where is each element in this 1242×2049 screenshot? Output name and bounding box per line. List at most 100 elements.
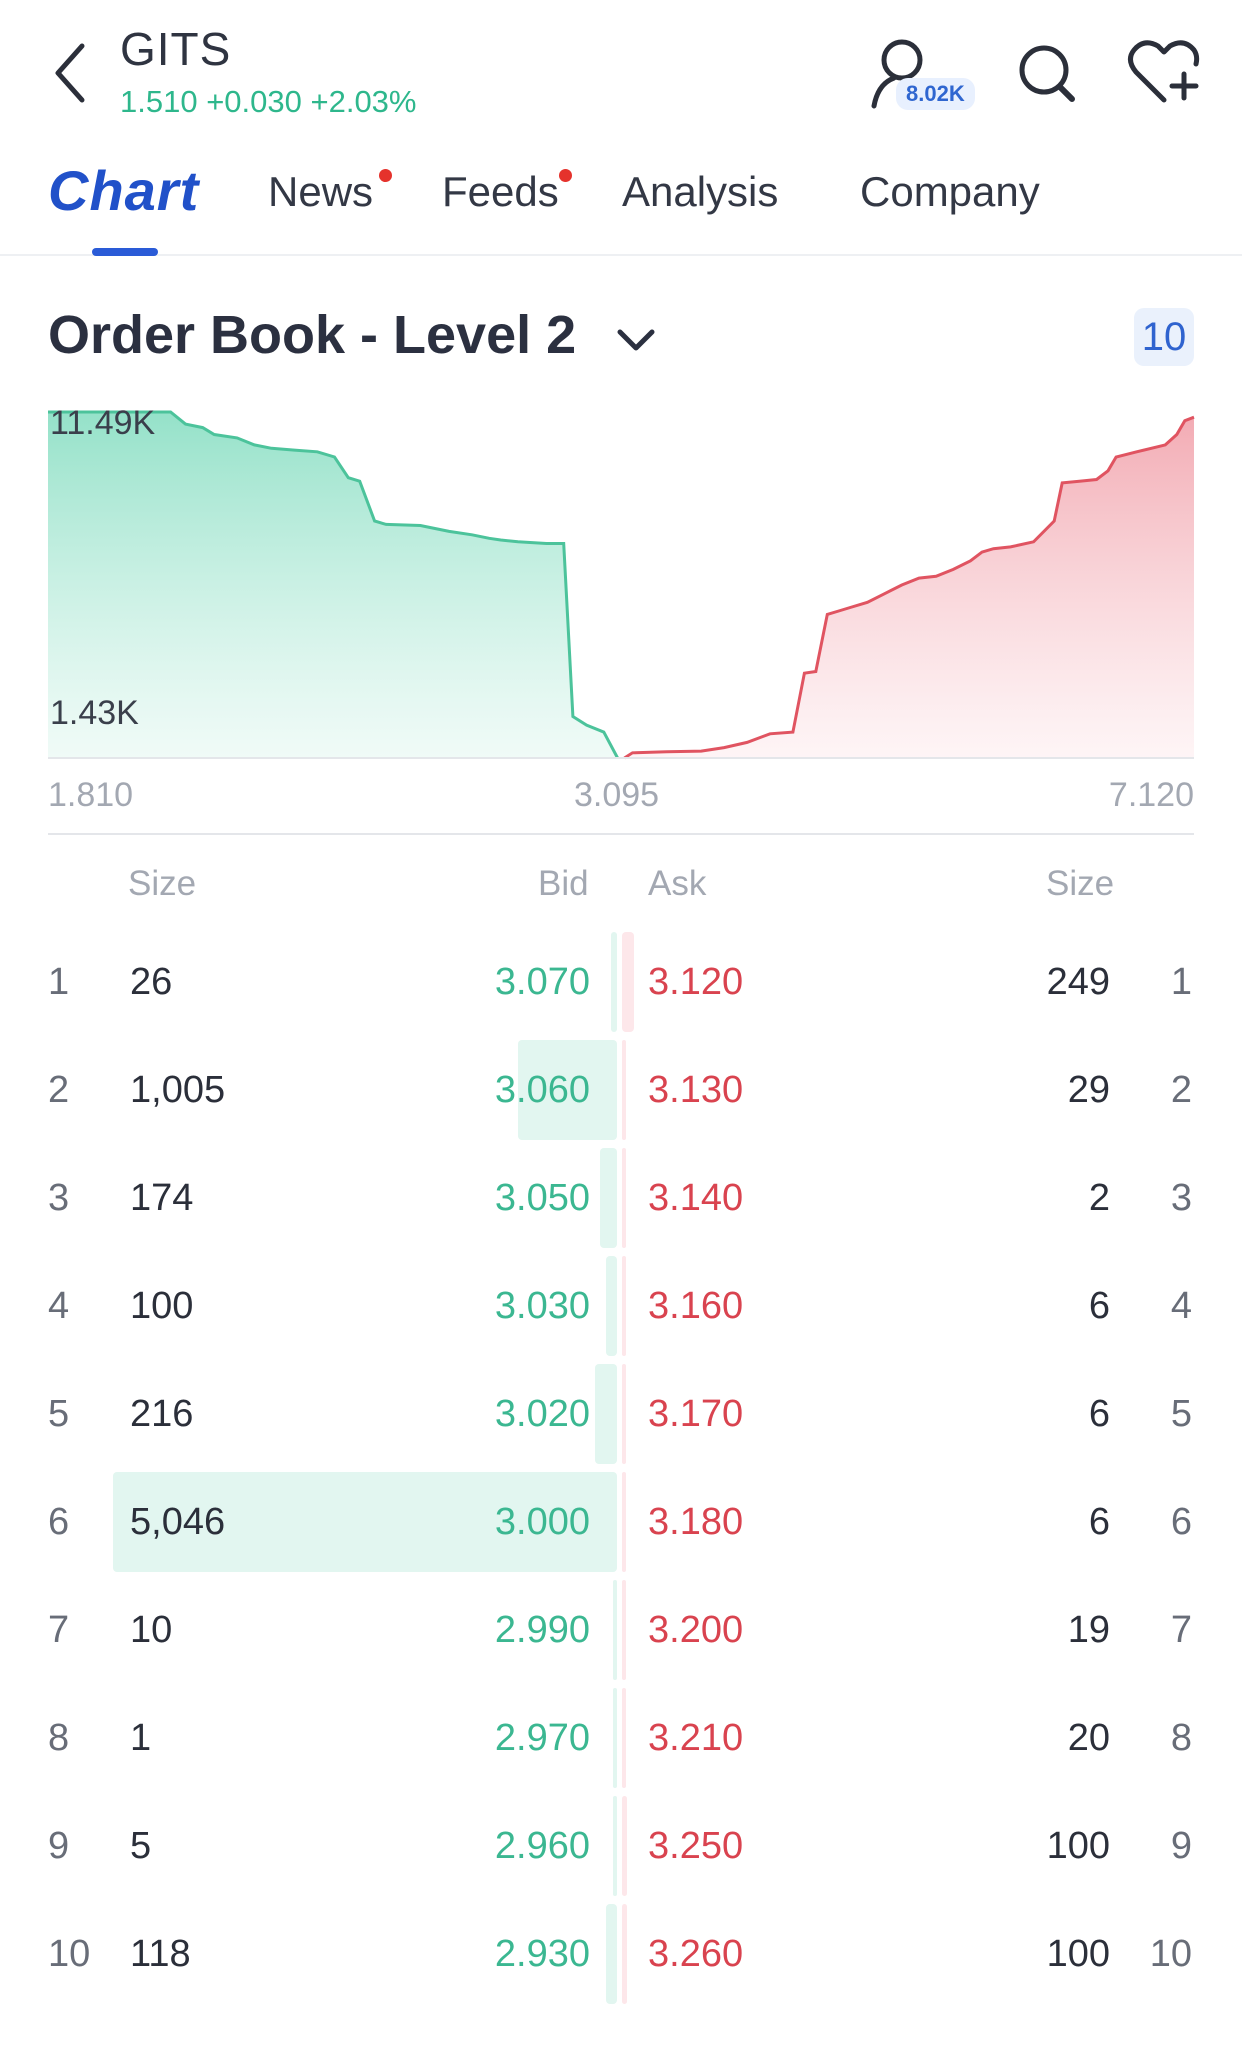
tab-analysis[interactable]: Analysis <box>622 168 779 215</box>
ask-price: 3.200 <box>648 1609 744 1651</box>
bid-volume-bar <box>613 1580 617 1680</box>
ask-size: 29 <box>1067 1069 1110 1111</box>
ask-size: 100 <box>1046 1825 1110 1867</box>
bid-volume-bar <box>605 1256 617 1356</box>
search-button[interactable] <box>1006 34 1086 114</box>
bid-level-number: 4 <box>48 1285 70 1327</box>
bid-level-number: 6 <box>48 1501 70 1543</box>
followers-count-badge: 8.02K <box>896 78 975 110</box>
ask-volume-bar <box>622 1580 626 1680</box>
heart-plus-icon <box>1128 40 1200 103</box>
bid-volume-bar <box>613 1796 617 1896</box>
ask-size: 100 <box>1046 1933 1110 1975</box>
ask-price: 3.130 <box>648 1069 744 1111</box>
ask-volume-bar <box>622 1364 626 1464</box>
order-row[interactable]: 8 1 2.970 3.210 20 8 <box>0 1684 1242 1792</box>
order-row[interactable]: 9 5 2.960 3.250 100 9 <box>0 1792 1242 1900</box>
ask-level-number: 10 <box>1149 1933 1192 1975</box>
bid-price: 3.070 <box>494 961 590 1003</box>
ask-level-number: 6 <box>1170 1501 1192 1543</box>
ask-depth-area <box>624 417 1194 758</box>
levels-count-button[interactable]: 10 <box>1134 308 1194 366</box>
bid-price: 3.050 <box>494 1177 590 1219</box>
ask-volume-bar <box>622 1796 628 1896</box>
bid-size: 1,005 <box>130 1069 226 1111</box>
bid-level-number: 3 <box>48 1177 70 1219</box>
followers-button[interactable] <box>864 34 944 114</box>
bid-level-number: 10 <box>48 1933 91 1975</box>
ask-size: 19 <box>1067 1609 1110 1651</box>
ask-size: 6 <box>1088 1501 1110 1543</box>
order-row[interactable]: 10 118 2.930 3.260 100 10 <box>0 1900 1242 2008</box>
back-button[interactable] <box>48 38 98 108</box>
bid-level-number: 2 <box>48 1069 70 1111</box>
order-row[interactable]: 6 5,046 3.000 3.180 6 6 <box>0 1468 1242 1576</box>
ask-volume-bar <box>622 1148 626 1248</box>
ask-price: 3.180 <box>648 1501 744 1543</box>
bid-level-number: 1 <box>48 961 70 1003</box>
news-notification-dot <box>379 169 392 182</box>
bid-volume-bar <box>518 1040 617 1140</box>
ask-size: 249 <box>1046 961 1110 1003</box>
bid-volume-bar <box>113 1472 617 1572</box>
ask-header: Ask <box>648 864 707 903</box>
ask-volume-bar <box>622 1040 626 1140</box>
order-row[interactable]: 1 26 3.070 3.120 249 1 <box>0 928 1242 1036</box>
depth-chart: 11.49K 1.43K 1.810 3.095 7.120 <box>0 400 1242 840</box>
ask-price: 3.250 <box>648 1825 744 1867</box>
ask-size: 20 <box>1067 1717 1110 1759</box>
order-row[interactable]: 3 174 3.050 3.140 2 3 <box>0 1144 1242 1252</box>
order-row[interactable]: 4 100 3.030 3.160 6 4 <box>0 1252 1242 1360</box>
ask-depth-line <box>623 415 1195 760</box>
ask-size: 2 <box>1088 1177 1110 1219</box>
bid-size: 5,046 <box>130 1501 226 1543</box>
bid-size: 26 <box>130 961 173 1003</box>
ask-price: 3.260 <box>648 1933 744 1975</box>
bid-price: 3.020 <box>494 1393 590 1435</box>
bid-volume-bar <box>611 932 617 1032</box>
depth-max-label: 11.49K <box>50 404 156 442</box>
bid-volume-bar <box>600 1148 617 1248</box>
ask-price: 3.160 <box>648 1285 744 1327</box>
bid-size: 174 <box>130 1177 194 1219</box>
chevron-down-icon <box>617 329 655 351</box>
order-book-dropdown[interactable] <box>614 320 658 360</box>
ask-size: 6 <box>1088 1393 1110 1435</box>
search-icon <box>1019 45 1075 102</box>
ticker-symbol: GITS <box>120 23 232 75</box>
tab-feeds[interactable]: Feeds <box>442 168 559 215</box>
bid-level-number: 7 <box>48 1609 70 1651</box>
bid-size-header: Size <box>128 864 197 903</box>
order-book-title[interactable]: Order Book - Level 2 <box>48 305 577 365</box>
bid-level-number: 8 <box>48 1717 70 1759</box>
ask-level-number: 7 <box>1170 1609 1192 1651</box>
ask-size: 6 <box>1088 1285 1110 1327</box>
add-to-watchlist-button[interactable] <box>1124 34 1204 114</box>
depth-chart-svg <box>48 410 1195 835</box>
bid-size: 5 <box>130 1825 152 1867</box>
bid-volume-bar <box>605 1904 617 2004</box>
ask-level-number: 3 <box>1170 1177 1192 1219</box>
ask-price: 3.170 <box>648 1393 744 1435</box>
active-tab-indicator <box>92 248 158 256</box>
tab-company[interactable]: Company <box>860 168 1040 215</box>
bid-header: Bid <box>538 864 589 903</box>
tab-chart[interactable]: Chart <box>48 159 200 222</box>
tab-bar: Chart News Feeds Analysis Company <box>0 159 1242 256</box>
ask-level-number: 5 <box>1170 1393 1192 1435</box>
ask-volume-bar <box>622 1472 626 1572</box>
bid-volume-bar <box>613 1688 617 1788</box>
bid-price: 2.990 <box>494 1609 590 1651</box>
bid-depth-area <box>48 412 618 758</box>
order-row[interactable]: 5 216 3.020 3.170 6 5 <box>0 1360 1242 1468</box>
depth-x-right-label: 7.120 <box>1108 776 1194 814</box>
depth-x-mid-label: 3.095 <box>574 776 660 814</box>
order-row[interactable]: 7 10 2.990 3.200 19 7 <box>0 1576 1242 1684</box>
depth-min-label: 1.43K <box>50 694 139 732</box>
order-row[interactable]: 2 1,005 3.060 3.130 29 2 <box>0 1036 1242 1144</box>
ask-volume-bar <box>622 1688 626 1788</box>
tab-news[interactable]: News <box>268 168 374 215</box>
bid-level-number: 9 <box>48 1825 70 1867</box>
bid-volume-bar <box>594 1364 617 1464</box>
bid-size: 118 <box>130 1933 191 1975</box>
